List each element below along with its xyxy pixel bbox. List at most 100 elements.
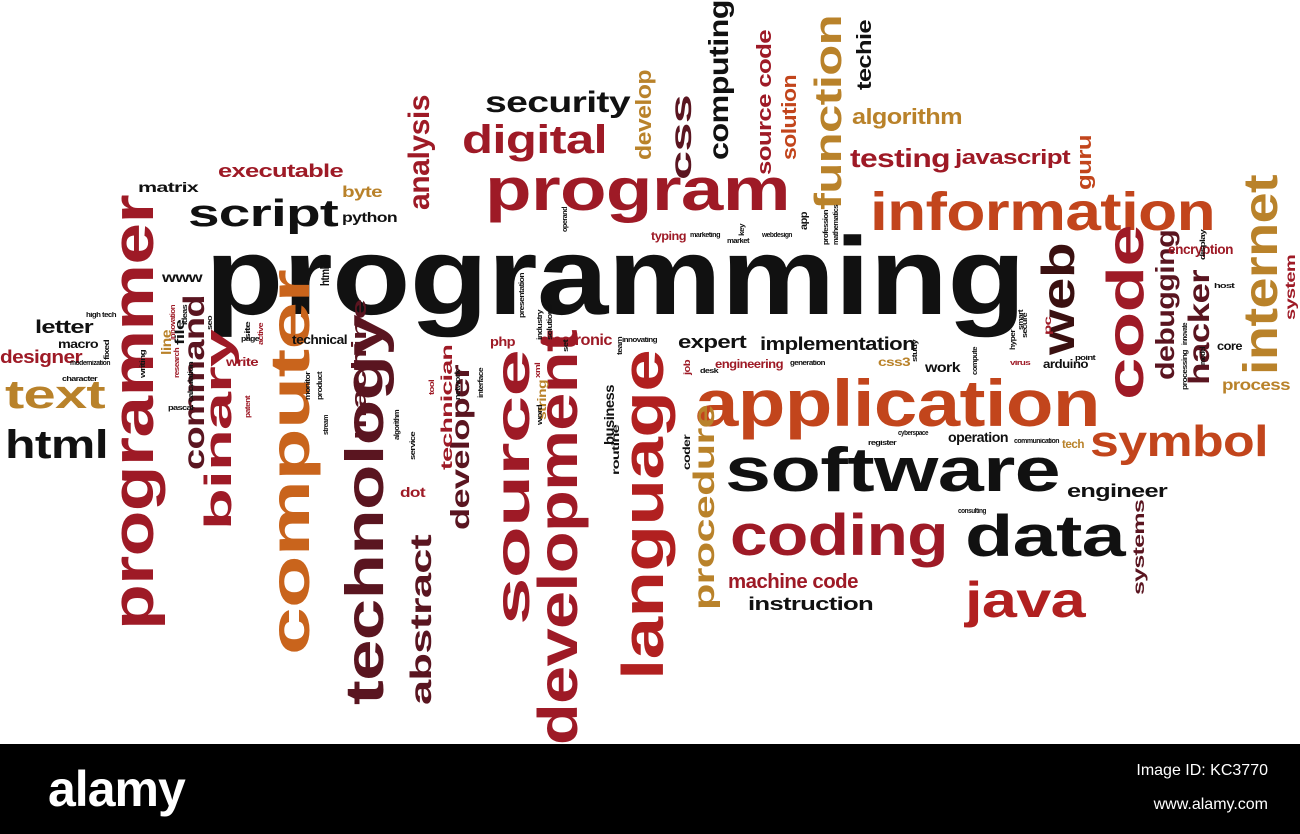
word-process: process [1222, 377, 1291, 394]
word-virus: virus [1010, 360, 1031, 367]
word-job: job [682, 360, 692, 375]
word-network: network [455, 370, 462, 400]
word-high-tech: high tech [86, 312, 117, 319]
word-calculation: calculation [188, 362, 195, 402]
word-key: key [739, 223, 746, 236]
word-typing: typing [651, 229, 687, 243]
word-algorithm: algorithm [394, 410, 401, 440]
word-executable: executable [218, 161, 344, 181]
word-seo: seo [207, 316, 214, 330]
word-css: css [665, 95, 698, 180]
word-patent: patent [245, 396, 252, 418]
word-code: code [1097, 224, 1155, 400]
word-electronic: electronic [540, 332, 613, 349]
word-internet: internet [1235, 174, 1288, 375]
word-mathematics: mathematics [833, 205, 840, 245]
word-tool: tool [429, 380, 436, 395]
word-work: work [925, 359, 961, 375]
word-hyper: hyper [1010, 329, 1017, 350]
word-fixed: fixed [104, 339, 111, 360]
word-routine: routine [611, 425, 622, 475]
word-source-code: source code [754, 29, 776, 175]
word-solution: solution [779, 75, 801, 160]
word-www: www [162, 269, 203, 285]
word-writing: writing [140, 350, 147, 378]
word-active: active [258, 322, 265, 345]
word-monitor: monitor [305, 371, 312, 400]
word-designer: designer [0, 347, 83, 367]
word-develop: develop [631, 70, 656, 160]
word-consulting: consulting [958, 508, 986, 515]
word-xml: xml [535, 363, 542, 378]
word-system: system [1282, 254, 1298, 320]
word-arduino: arduino [1043, 357, 1089, 371]
word-cloud: programming application software informatio… [0, 0, 1298, 744]
word-interface: interface [478, 368, 485, 398]
word-machine: machine [349, 299, 371, 440]
word-data: data [965, 504, 1126, 569]
word-profession: profession [823, 210, 830, 245]
word-byte: byte [342, 184, 383, 201]
word-write: write [226, 355, 259, 369]
word-modernization: modernization [70, 360, 110, 367]
word-coding: coding [730, 503, 949, 568]
word-model: model [1200, 347, 1207, 365]
word-smart: smart [1018, 310, 1025, 330]
word-register: register [868, 440, 897, 447]
word-innovation: innovation [170, 304, 177, 340]
word-technical: technical [292, 332, 348, 347]
word-techie: techie [854, 20, 876, 90]
word-security: security [485, 86, 631, 119]
word-core: core [1217, 339, 1243, 353]
word-service: service [410, 431, 417, 460]
word-set: set [563, 340, 570, 352]
word-engineer: engineer [1067, 481, 1168, 501]
word-study: study [912, 340, 919, 362]
word-page: page [241, 336, 260, 343]
word-generation: generation [790, 360, 826, 367]
word-program: program [485, 156, 791, 223]
word-coder: coder [682, 435, 693, 470]
word-script: script [188, 193, 339, 235]
word-innovate: innovate [1182, 323, 1189, 345]
word-app: app [799, 211, 810, 230]
word-hacker: hacker [1183, 269, 1216, 385]
word-information: information [870, 182, 1216, 242]
word-testing: testing [850, 143, 951, 173]
word-communication: communication [1014, 438, 1060, 445]
word-dot: dot [400, 484, 426, 500]
word-marketing: marketing [690, 232, 721, 239]
word-symbol: symbol [1090, 417, 1269, 466]
site-url-label: www.alamy.com [1153, 796, 1268, 813]
word-software: software [725, 436, 1061, 505]
word-processing: processing [1182, 350, 1189, 390]
word-letter: letter [35, 317, 94, 337]
stock-footer-bar: alamy Image ID: KC3770 www.alamy.com [0, 744, 1300, 834]
alamy-logo: alamy [48, 761, 186, 817]
word-team: team [617, 336, 624, 355]
word-industry: industry [537, 309, 544, 340]
word-procedure: procedure [688, 405, 721, 610]
word-computing: computing [703, 0, 734, 161]
word-pascal: pascal [168, 405, 194, 412]
word-presentation: presentation [519, 273, 526, 318]
word-analysis: analysis [403, 95, 436, 210]
word-guru: guru [1074, 135, 1096, 190]
word-solutions: solutions [547, 304, 554, 340]
word-html: html [5, 423, 109, 467]
word-innovating: innovating [622, 337, 658, 344]
word-character: character [62, 376, 98, 383]
word-text: text [5, 373, 106, 417]
word-matrix: matrix [138, 179, 199, 195]
word-css3: css3 [878, 355, 911, 369]
word-programmer: programmer [101, 195, 166, 630]
word-encryption: encryption [1168, 241, 1233, 257]
word-systems: systems [1131, 500, 1148, 595]
word-market: market [727, 238, 750, 245]
word-engineering: engineering [715, 357, 784, 371]
word-machine-code: machine code [728, 571, 858, 593]
word-php: php [490, 334, 516, 349]
word-desk: desk [700, 368, 719, 375]
word-function: function [808, 14, 850, 211]
word-web: web [1032, 243, 1084, 355]
